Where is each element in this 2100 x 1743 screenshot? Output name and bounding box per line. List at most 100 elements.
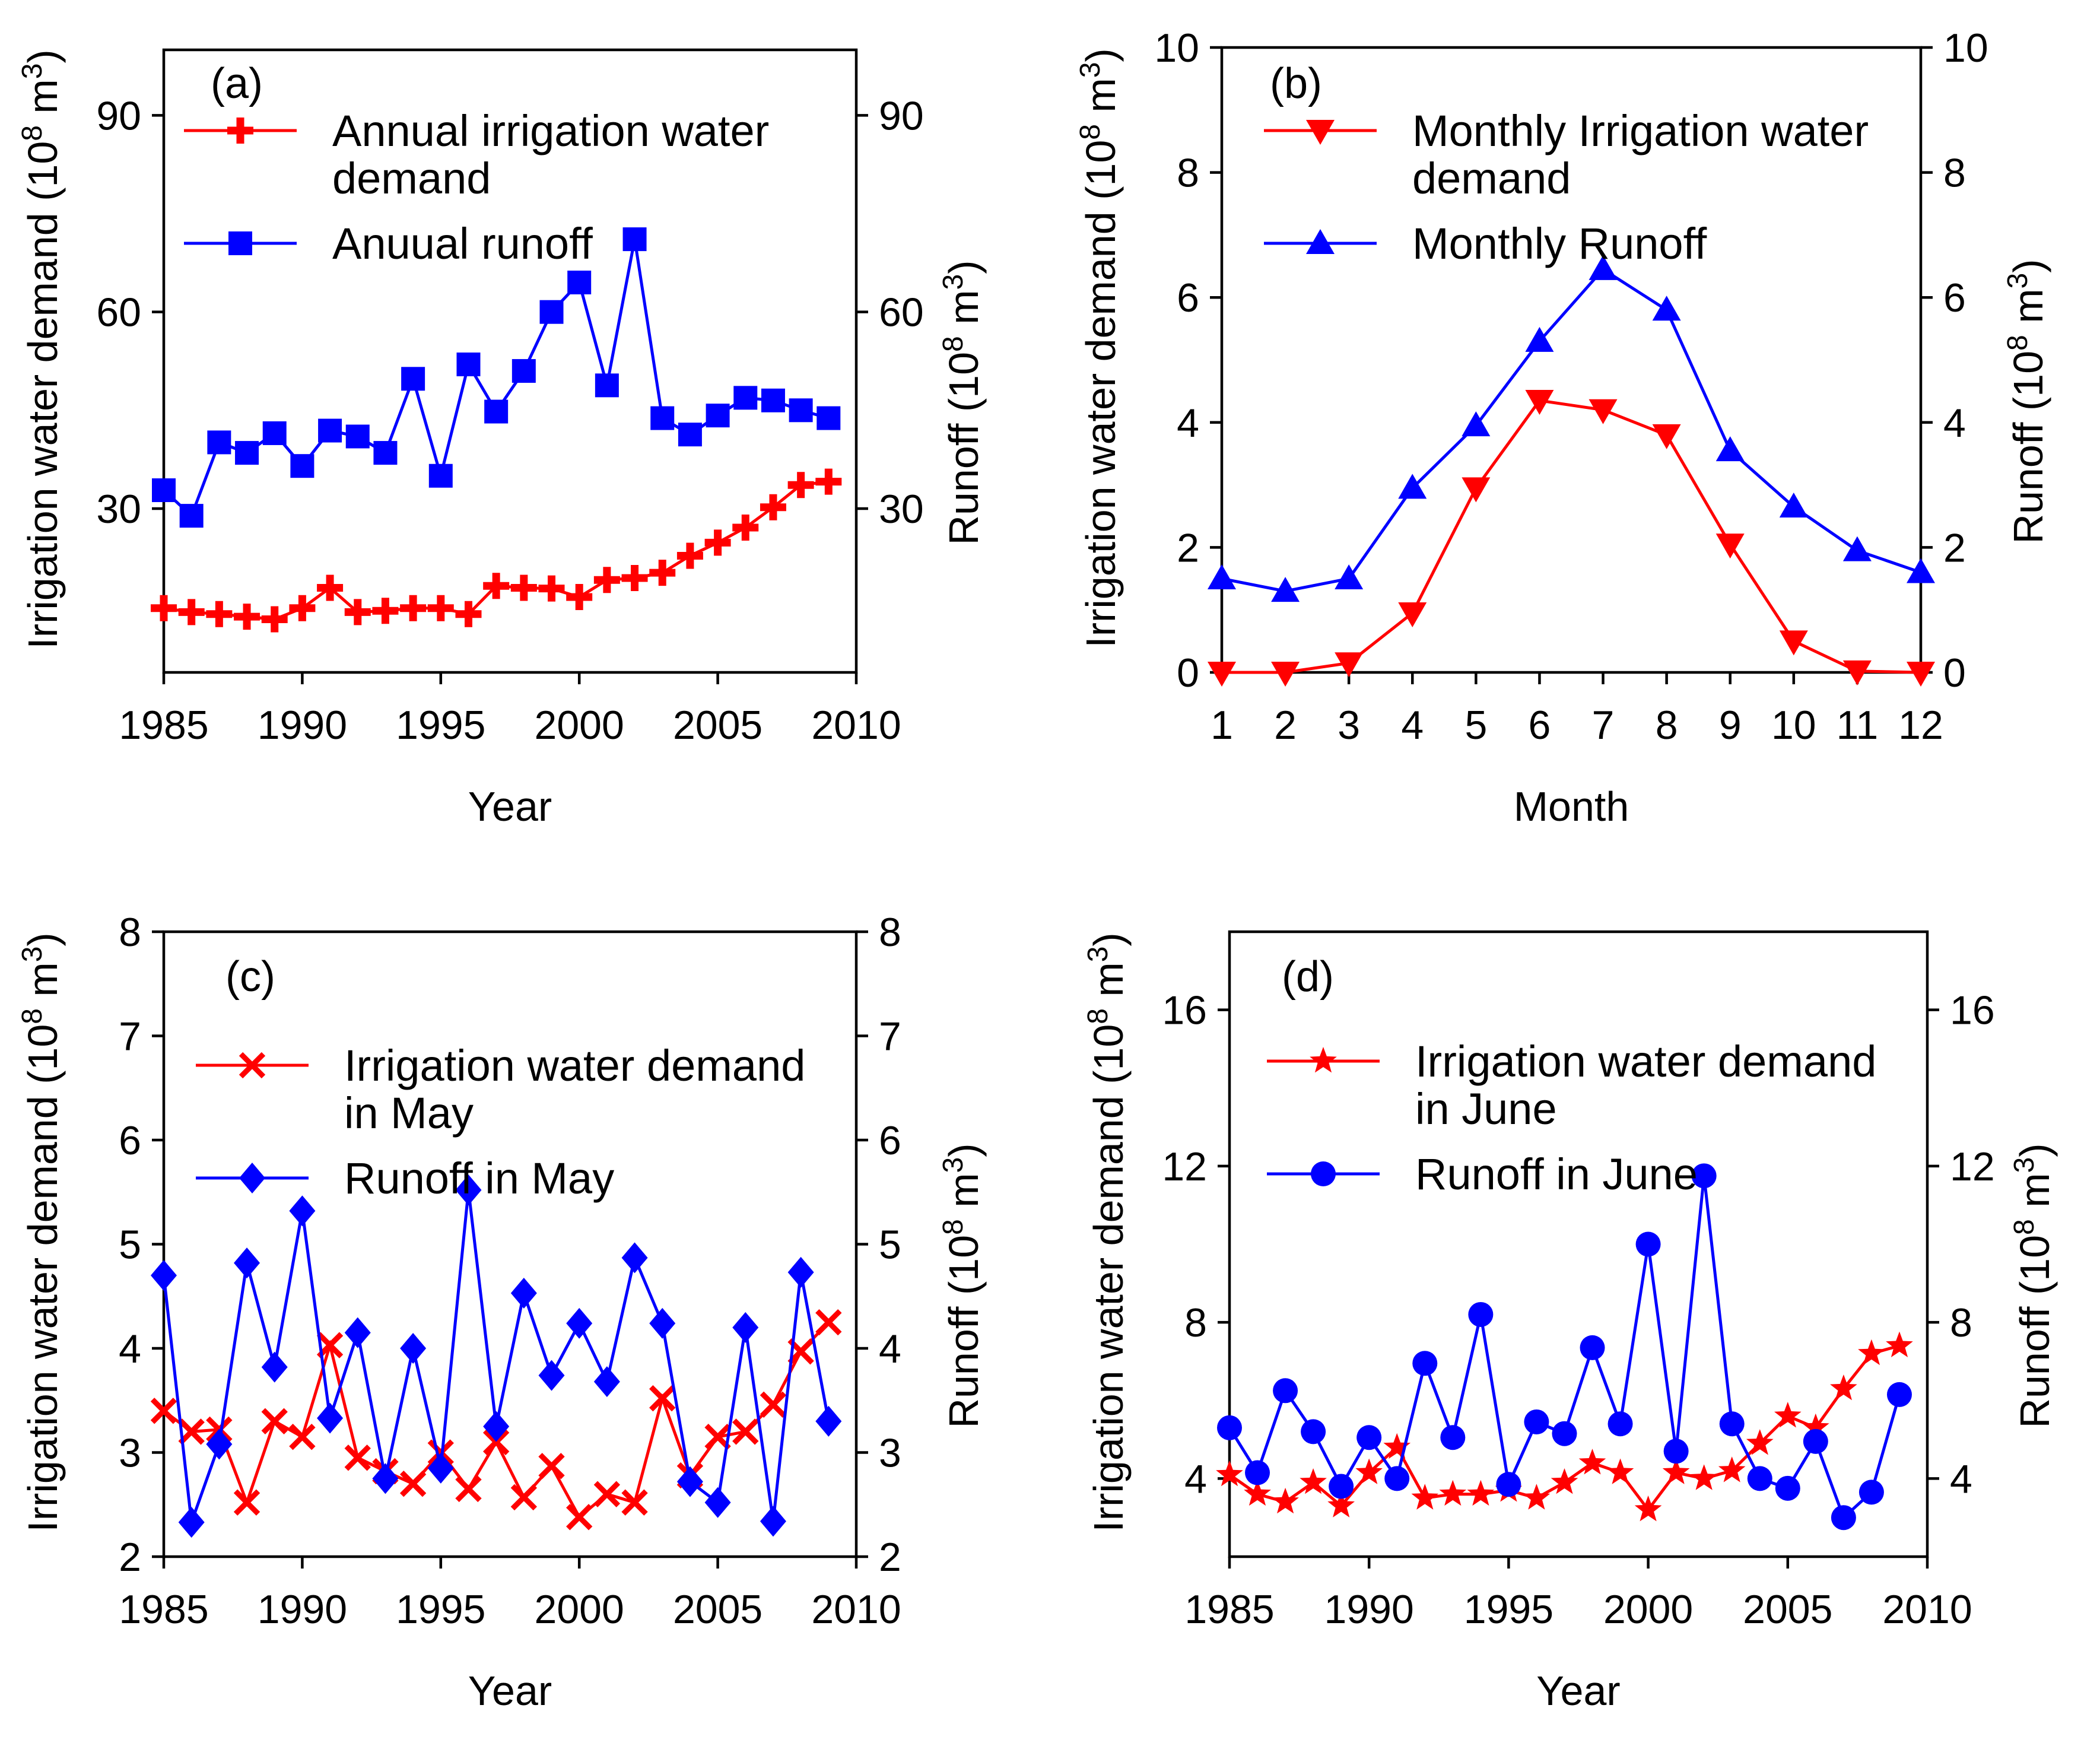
data-point <box>1715 436 1745 462</box>
data-point <box>1217 1415 1242 1440</box>
legend-label-cont: in May <box>344 1088 474 1138</box>
series-line-1 <box>1221 267 1921 593</box>
data-point <box>704 1423 731 1450</box>
data-point <box>621 1242 648 1274</box>
data-point <box>1335 564 1364 590</box>
data-point <box>1552 1421 1577 1446</box>
x-tick-label: 1990 <box>1324 1587 1414 1632</box>
y-tick-label-left: 8 <box>1184 1300 1207 1345</box>
legend-label: Monthly Runoff <box>1412 219 1707 268</box>
data-point <box>372 598 399 624</box>
data-point <box>1244 1480 1271 1506</box>
y-tick-label-right: 0 <box>1943 650 1966 696</box>
data-point <box>261 1351 288 1383</box>
y-axis-title-left: Irrigation water demand (108 m3) <box>1075 48 1124 647</box>
data-point <box>1208 564 1236 590</box>
x-tick-label: 8 <box>1656 703 1678 748</box>
data-point <box>455 601 482 627</box>
data-point <box>1383 1433 1411 1459</box>
y-tick-label-left: 0 <box>1177 650 1199 696</box>
y-tick-label-left: 7 <box>119 1014 141 1059</box>
data-point <box>1412 1351 1438 1376</box>
y-axis-title-right: Runoff (108 m3) <box>2009 1143 2058 1428</box>
panel-label: (d) <box>1282 953 1334 1001</box>
data-point <box>1462 477 1491 503</box>
data-point <box>567 270 592 294</box>
data-point <box>593 1366 620 1398</box>
data-point <box>732 514 759 541</box>
y-tick-label-right: 2 <box>879 1535 901 1580</box>
data-point <box>1690 1464 1718 1490</box>
data-point <box>538 1360 565 1391</box>
data-point <box>150 1398 177 1424</box>
series-line-1 <box>1228 1176 1901 1520</box>
y-tick-label-right: 6 <box>1943 275 1966 320</box>
data-point <box>427 1452 454 1484</box>
data-point <box>1439 1480 1467 1506</box>
x-tick-label: 2 <box>1274 703 1297 748</box>
data-point <box>206 1428 233 1460</box>
data-point <box>704 529 731 556</box>
y-tick-label-left: 4 <box>1177 401 1199 446</box>
data-point <box>566 1504 593 1531</box>
data-point <box>1580 1335 1605 1360</box>
data-point <box>1858 1480 1884 1505</box>
legend-label-cont: demand <box>332 154 491 203</box>
data-point <box>1468 1301 1494 1327</box>
data-point <box>1607 1411 1633 1437</box>
x-tick-label: 4 <box>1401 703 1424 748</box>
data-point <box>1907 558 1935 583</box>
data-point <box>1398 474 1427 499</box>
x-tick-label: 1990 <box>258 1587 347 1632</box>
y-tick-label-left: 16 <box>1162 988 1207 1033</box>
y-tick-label-right: 8 <box>879 910 901 955</box>
panel-label: (a) <box>211 60 263 107</box>
data-point <box>151 595 177 621</box>
y-tick-label-right: 7 <box>879 1014 901 1059</box>
plot-frame <box>162 930 858 1558</box>
y-tick-label-right: 3 <box>879 1431 901 1476</box>
y-axis-title-right: Runoff (108 m3) <box>938 260 987 545</box>
y-tick-label-right: 5 <box>879 1223 901 1268</box>
plot-frame <box>162 48 858 674</box>
data-point <box>1245 1460 1270 1485</box>
data-point <box>235 441 259 465</box>
data-point <box>1886 1331 1913 1357</box>
data-point <box>344 1317 371 1348</box>
data-point <box>649 560 676 586</box>
data-point <box>400 595 427 621</box>
x-tick-label: 9 <box>1719 703 1742 748</box>
y-tick-label-right: 60 <box>879 290 924 335</box>
data-point <box>621 1489 648 1516</box>
data-point <box>789 398 813 423</box>
data-point <box>372 1463 399 1494</box>
data-point <box>317 1402 344 1434</box>
y-tick-label-right: 90 <box>879 93 924 138</box>
panel-b: 1 2 3 4 5 6 7 8 9 10 11 120 02 24 46 68 810 10MonthIrriga… <box>1075 26 2051 830</box>
y-tick-label-right: 6 <box>879 1118 901 1163</box>
series-line-0 <box>1222 399 1921 674</box>
x-tick-label: 2005 <box>673 1587 763 1632</box>
legend-label: Runoff in June <box>1415 1150 1698 1199</box>
data-point <box>482 1428 510 1456</box>
data-point <box>344 1444 371 1471</box>
data-point <box>483 573 510 599</box>
x-tick-label: 2010 <box>811 1587 901 1632</box>
data-point <box>593 1481 621 1507</box>
x-tick-label: 1995 <box>396 703 485 748</box>
y-tick-label-left: 6 <box>119 1118 141 1163</box>
data-point <box>593 567 620 593</box>
y-tick-label-right: 8 <box>1950 1300 1972 1345</box>
data-point <box>1606 1458 1634 1484</box>
data-point <box>1216 1460 1243 1487</box>
y-tick-label-right: 8 <box>1943 151 1966 196</box>
y-axis-title-left: Irrigation water demand (108 m3) <box>17 932 66 1532</box>
data-point <box>1634 1496 1662 1522</box>
data-point <box>1831 1505 1856 1531</box>
data-point <box>262 421 287 445</box>
x-tick-label: 1995 <box>396 1587 485 1632</box>
y-tick-label-right: 12 <box>1950 1144 1995 1189</box>
data-point <box>1663 1439 1689 1464</box>
data-point <box>815 1309 842 1336</box>
